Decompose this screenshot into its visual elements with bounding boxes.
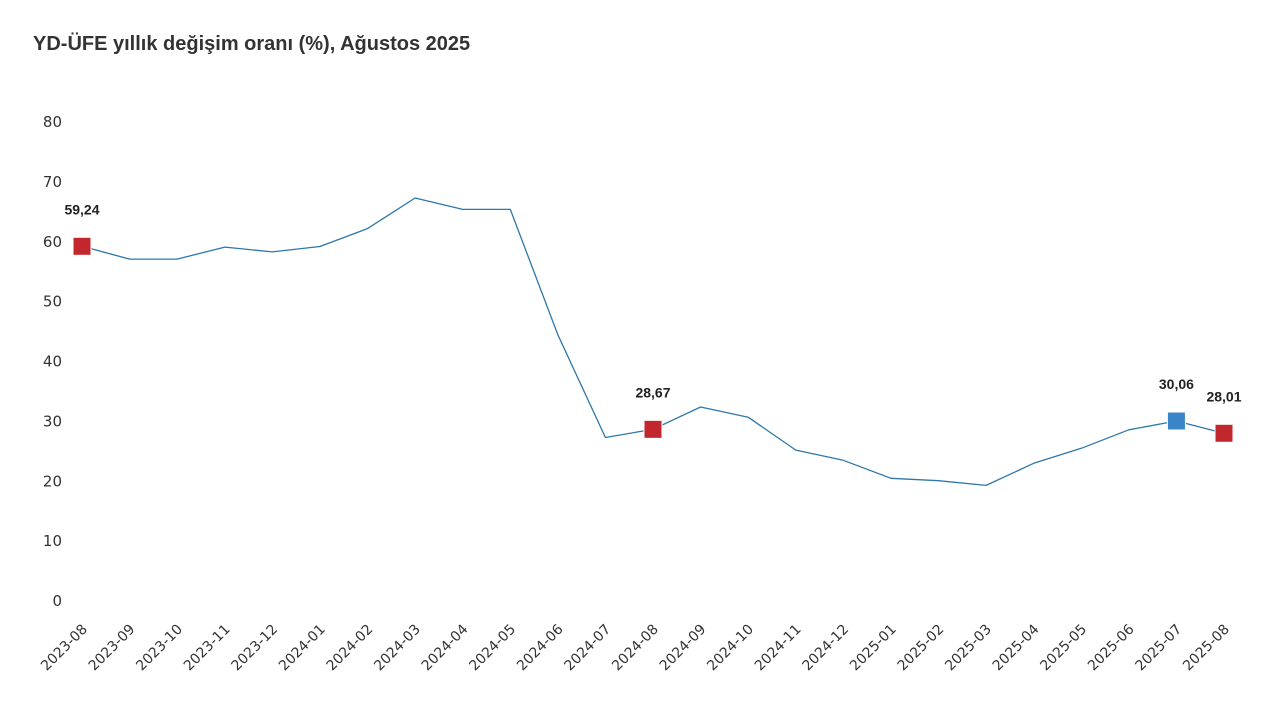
x-axis: 2023-082023-092023-102023-112023-122024-… (38, 621, 1233, 674)
y-tick-label: 70 (43, 173, 62, 191)
y-axis: 0 10 20 30 40 50 60 70 80 (43, 113, 62, 610)
x-tick-label: 2023-09 (86, 622, 139, 675)
series-layer (81, 197, 1225, 487)
x-tick-label: 2024-10 (704, 622, 757, 675)
x-tick-label: 2024-04 (419, 621, 472, 674)
x-tick-label: 2024-07 (562, 622, 615, 675)
data-label: 59,24 (64, 201, 99, 217)
x-tick-label: 2025-02 (895, 622, 948, 675)
x-tick-label: 2025-07 (1133, 622, 1186, 675)
x-tick-label: 2025-06 (1085, 621, 1138, 674)
data-point-marker[interactable] (72, 236, 92, 256)
data-label: 28,01 (1206, 388, 1241, 404)
y-tick-label: 0 (52, 592, 62, 610)
x-tick-label: 2023-10 (133, 622, 186, 675)
y-tick-label: 60 (43, 233, 62, 251)
series-line (81, 197, 1225, 487)
x-tick-label: 2024-01 (276, 622, 329, 675)
x-tick-label: 2023-08 (38, 622, 91, 675)
x-tick-label: 2024-02 (324, 622, 377, 675)
x-tick-label: 2024-05 (466, 622, 519, 675)
data-point-marker[interactable] (1214, 423, 1234, 443)
y-tick-label: 80 (43, 113, 62, 131)
y-tick-label: 10 (43, 532, 62, 550)
x-tick-label: 2025-08 (1180, 622, 1233, 675)
markers-layer: 59,24 28,67 30,06 28,01 (64, 201, 1242, 443)
x-tick-label: 2024-09 (657, 622, 710, 675)
x-tick-label: 2024-12 (799, 622, 852, 675)
y-tick-label: 20 (43, 472, 62, 490)
x-tick-label: 2025-03 (942, 622, 995, 675)
data-label: 30,06 (1159, 376, 1194, 392)
y-tick-label: 50 (43, 293, 62, 311)
x-tick-label: 2025-04 (990, 621, 1043, 674)
data-point-marker[interactable] (643, 419, 663, 439)
chart-title: YD-ÜFE yıllık değişim oranı (%), Ağustos… (33, 33, 471, 55)
x-tick-label: 2024-08 (609, 622, 662, 675)
data-label: 28,67 (635, 384, 670, 400)
x-tick-label: 2023-12 (228, 622, 281, 675)
x-tick-label: 2024-06 (514, 621, 567, 674)
data-point-marker[interactable] (1166, 411, 1186, 431)
x-tick-label: 2023-11 (181, 622, 234, 675)
x-tick-label: 2025-05 (1037, 622, 1090, 675)
y-tick-label: 40 (43, 353, 62, 371)
x-tick-label: 2024-03 (371, 622, 424, 675)
x-tick-label: 2024-11 (752, 622, 805, 675)
x-tick-label: 2025-01 (847, 622, 900, 675)
y-tick-label: 30 (43, 412, 62, 430)
